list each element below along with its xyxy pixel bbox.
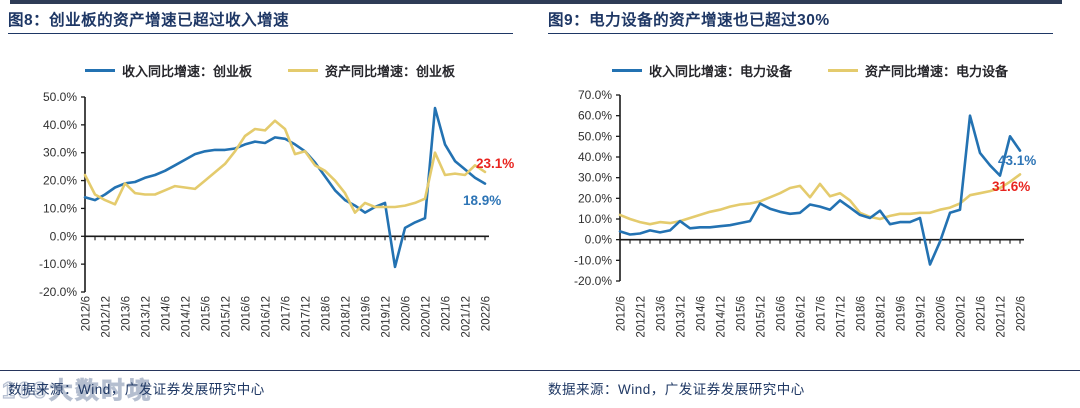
x-axis-label: 2012/12 — [636, 296, 648, 338]
x-axis-label: 2013/6 — [656, 296, 668, 331]
y-axis-label: 70.0% — [578, 88, 612, 102]
y-axis-label: 60.0% — [578, 109, 612, 123]
x-axis-label: 2018/6 — [321, 296, 333, 331]
x-axis-label: 2018/12 — [876, 296, 888, 338]
x-axis-label: 2015/6 — [736, 296, 748, 331]
y-axis-label: -20.0% — [39, 285, 77, 299]
series-line-0 — [83, 106, 487, 269]
x-axis-label: 2021/12 — [461, 296, 473, 338]
x-axis-label: 2012/6 — [81, 296, 93, 331]
x-axis-label: 2015/12 — [221, 296, 233, 338]
bottom-divider — [0, 370, 1080, 371]
figure9-source-note: 数据来源：Wind，广发证券发展研究中心 — [548, 382, 805, 397]
x-axis-label: 2016/12 — [261, 296, 273, 338]
figure8-legend: 收入同比增速：创业板 资产同比增速：创业板 — [0, 60, 540, 80]
figure8-title: 图8：创业板的资产增速已超过收入增速 — [8, 12, 290, 29]
legend-item-asset: 资产同比增速：创业板 — [288, 61, 455, 80]
x-axis-label: 2012/6 — [616, 296, 628, 331]
x-axis-label: 2016/6 — [241, 296, 253, 331]
y-axis-label: 0.0% — [585, 233, 613, 247]
x-axis-label: 2017/6 — [281, 296, 293, 331]
y-axis-label: 30.0% — [43, 146, 77, 160]
x-axis-label: 2016/12 — [796, 296, 808, 338]
y-axis-label: 50.0% — [578, 129, 612, 143]
x-axis-label: 2014/12 — [716, 296, 728, 338]
x-axis-label: 2014/6 — [696, 296, 708, 331]
legend-item-revenue: 收入同比增速：创业板 — [84, 61, 252, 80]
y-axis-label: 50.0% — [43, 90, 77, 104]
legend-label-asset: 资产同比增速：电力设备 — [865, 63, 1009, 79]
annotation-18.9%: 18.9% — [463, 193, 501, 208]
figure8-panel: 图8：创业板的资产增速已超过收入增速 收入同比增速：创业板 资产同比增速：创业板… — [0, 12, 540, 338]
legend-label-asset: 资产同比增速：创业板 — [325, 63, 456, 79]
asset-line-swatch — [828, 68, 858, 72]
x-axis-label: 2013/6 — [121, 296, 133, 331]
series-line-0 — [618, 114, 1022, 266]
x-axis-label: 2019/6 — [361, 296, 373, 331]
x-axis-label: 2017/12 — [836, 296, 848, 338]
x-axis-label: 2021/6 — [441, 296, 453, 331]
y-axis-label: 30.0% — [578, 171, 612, 185]
annotation-23.1%: 23.1% — [476, 156, 514, 171]
legend-item-asset: 资产同比增速：电力设备 — [828, 61, 1008, 80]
x-axis-label: 2015/6 — [201, 296, 213, 331]
y-axis-label: -10.0% — [39, 257, 77, 271]
x-axis-label: 2020/12 — [956, 296, 968, 338]
revenue-line-swatch — [84, 68, 115, 72]
y-axis-label: 0.0% — [50, 229, 78, 243]
legend-item-revenue: 收入同比增速：电力设备 — [611, 61, 792, 80]
series-line-1 — [618, 173, 1022, 226]
x-axis-label: 2016/6 — [776, 296, 788, 331]
x-axis-label: 2020/12 — [421, 296, 433, 338]
figure9-panel: 图9：电力设备的资产增速也已超过30% 收入同比增速：电力设备 资产同比增速：电… — [540, 0, 1080, 408]
x-axis-label: 2013/12 — [141, 296, 153, 338]
y-axis-label: 10.0% — [43, 201, 77, 215]
x-axis-label: 2019/12 — [381, 296, 393, 338]
y-axis-label: 20.0% — [578, 191, 612, 205]
x-axis-label: 2017/6 — [816, 296, 828, 331]
annotation-43.1%: 43.1% — [998, 153, 1036, 168]
y-axis-label: -10.0% — [574, 253, 612, 267]
revenue-line-swatch — [611, 68, 642, 72]
x-axis-label: 2014/12 — [181, 296, 193, 338]
legend-label-revenue: 收入同比增速：创业板 — [121, 63, 252, 79]
x-axis-label: 2018/6 — [856, 296, 868, 331]
x-axis-label: 2019/12 — [916, 296, 928, 338]
figure9-legend: 收入同比增速：电力设备 资产同比增速：电力设备 — [540, 60, 1080, 80]
x-axis-label: 2020/6 — [936, 296, 948, 331]
figure8-title-rule — [8, 33, 513, 34]
clipped-text-strip — [10, 0, 1062, 4]
x-axis-label: 2015/12 — [756, 296, 768, 338]
y-axis-label: 20.0% — [43, 174, 77, 188]
x-axis-label: 2017/12 — [301, 296, 313, 338]
y-axis-label: 40.0% — [43, 118, 77, 132]
figure9-title: 图9：电力设备的资产增速也已超过30% — [548, 12, 830, 29]
x-axis-label: 2022/6 — [481, 296, 493, 331]
y-axis-label: -20.0% — [574, 274, 612, 288]
figure9-title-rule — [548, 33, 1053, 34]
figure8-source-note: 数据来源：Wind，广发证券发展研究中心 — [8, 382, 265, 397]
x-axis-label: 2013/12 — [676, 296, 688, 338]
x-axis-label: 2022/6 — [1016, 296, 1028, 331]
y-axis-label: 40.0% — [578, 150, 612, 164]
x-axis-label: 2020/6 — [401, 296, 413, 331]
annotation-31.6%: 31.6% — [992, 179, 1030, 194]
x-axis-label: 2019/6 — [896, 296, 908, 331]
x-axis-label: 2014/6 — [161, 296, 173, 331]
x-axis-label: 2021/6 — [976, 296, 988, 331]
legend-label-revenue: 收入同比增速：电力设备 — [648, 63, 792, 79]
x-axis-label: 2012/12 — [101, 296, 113, 338]
x-axis-label: 2018/12 — [341, 296, 353, 338]
x-axis-label: 2021/12 — [996, 296, 1008, 338]
y-axis-label: 10.0% — [578, 212, 612, 226]
asset-line-swatch — [288, 68, 318, 72]
series-line-1 — [83, 119, 487, 214]
